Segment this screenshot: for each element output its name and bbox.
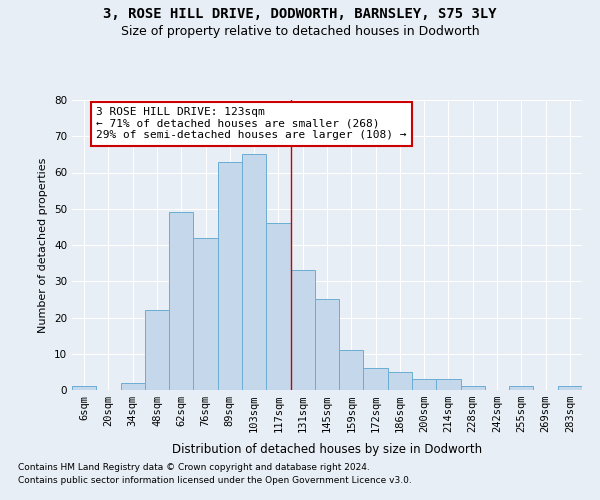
Bar bbox=[339, 350, 364, 390]
Bar bbox=[145, 310, 169, 390]
Bar bbox=[242, 154, 266, 390]
Text: Distribution of detached houses by size in Dodworth: Distribution of detached houses by size … bbox=[172, 442, 482, 456]
Bar bbox=[169, 212, 193, 390]
Bar bbox=[193, 238, 218, 390]
Text: Size of property relative to detached houses in Dodworth: Size of property relative to detached ho… bbox=[121, 25, 479, 38]
Bar bbox=[72, 386, 96, 390]
Text: 3, ROSE HILL DRIVE, DODWORTH, BARNSLEY, S75 3LY: 3, ROSE HILL DRIVE, DODWORTH, BARNSLEY, … bbox=[103, 8, 497, 22]
Text: 3 ROSE HILL DRIVE: 123sqm
← 71% of detached houses are smaller (268)
29% of semi: 3 ROSE HILL DRIVE: 123sqm ← 71% of detac… bbox=[96, 108, 407, 140]
Bar bbox=[461, 386, 485, 390]
Y-axis label: Number of detached properties: Number of detached properties bbox=[38, 158, 49, 332]
Bar bbox=[218, 162, 242, 390]
Bar bbox=[315, 300, 339, 390]
Bar bbox=[266, 223, 290, 390]
Bar bbox=[290, 270, 315, 390]
Text: Contains HM Land Registry data © Crown copyright and database right 2024.: Contains HM Land Registry data © Crown c… bbox=[18, 464, 370, 472]
Text: Contains public sector information licensed under the Open Government Licence v3: Contains public sector information licen… bbox=[18, 476, 412, 485]
Bar bbox=[436, 379, 461, 390]
Bar bbox=[558, 386, 582, 390]
Bar bbox=[364, 368, 388, 390]
Bar bbox=[121, 383, 145, 390]
Bar bbox=[509, 386, 533, 390]
Bar bbox=[388, 372, 412, 390]
Bar bbox=[412, 379, 436, 390]
